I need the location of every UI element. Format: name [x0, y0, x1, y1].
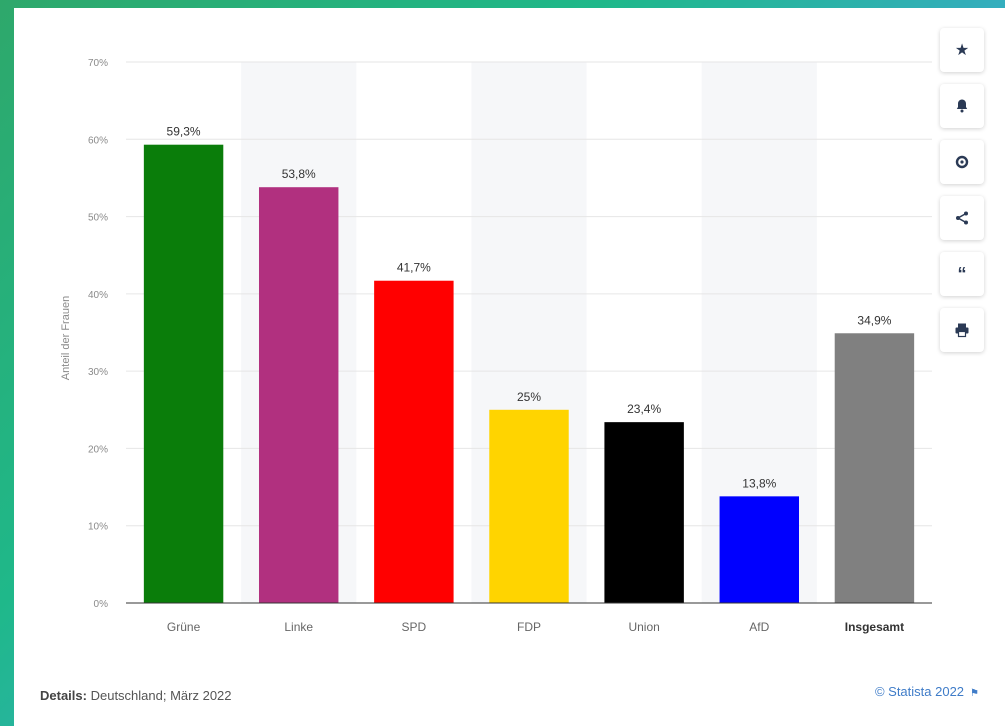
x-tick-label: FDP	[517, 620, 541, 634]
bar	[834, 333, 915, 603]
y-tick-label: 40%	[88, 290, 108, 301]
share-icon	[956, 211, 968, 225]
star-icon: ★	[954, 42, 970, 59]
y-tick-label: 60%	[88, 135, 108, 146]
data-label: 25%	[517, 390, 541, 404]
bar	[258, 187, 339, 603]
bar	[374, 280, 454, 603]
details-label: Details:	[40, 688, 87, 703]
flag-icon: ⚑	[970, 688, 979, 699]
x-tick-label: Linke	[284, 620, 313, 634]
chart-card: 0% 10% 20% 30% 40% 50% 60% 70% 59,3% Grüne 53,8% Li…	[14, 8, 1005, 726]
y-tick-label: 0%	[94, 599, 109, 610]
data-label: 59,3%	[167, 125, 201, 139]
quote-icon: “	[957, 263, 967, 284]
data-label: 23,4%	[627, 402, 661, 416]
side-toolbar: ★ “	[940, 28, 984, 352]
data-label: 13,8%	[742, 476, 776, 490]
x-tick-label: Union	[628, 620, 659, 634]
data-label: 41,7%	[397, 261, 431, 275]
bell-icon	[956, 99, 968, 113]
notification-button[interactable]	[940, 84, 984, 128]
y-tick-label: 20%	[88, 444, 108, 455]
y-tick-label: 10%	[88, 522, 108, 533]
x-tick-label: AfD	[749, 620, 769, 634]
bar	[719, 496, 800, 603]
print-button[interactable]	[940, 308, 984, 352]
data-label: 34,9%	[857, 313, 891, 327]
details-text: Deutschland; März 2022	[90, 688, 232, 703]
print-icon	[955, 323, 969, 338]
y-tick-label: 30%	[88, 367, 108, 378]
cite-button[interactable]: “	[940, 252, 984, 296]
details-note: Details: Deutschland; März 2022	[40, 688, 232, 703]
x-tick-label: SPD	[402, 620, 427, 634]
bar-chart: 0% 10% 20% 30% 40% 50% 60% 70% 59,3% Grüne 53,8% Li…	[88, 58, 932, 634]
copyright-text: © Statista 2022	[874, 684, 965, 699]
data-label: 53,8%	[282, 167, 316, 181]
y-axis-title: Anteil der Frauen	[60, 295, 72, 381]
bar	[489, 409, 569, 603]
favorite-button[interactable]: ★	[940, 28, 984, 72]
bar	[143, 144, 224, 603]
statista-copyright-link[interactable]: © Statista 2022 ⚑	[875, 684, 979, 699]
gear-icon	[955, 155, 969, 169]
share-button[interactable]	[940, 196, 984, 240]
y-tick-label: 70%	[88, 58, 108, 69]
settings-button[interactable]	[940, 140, 984, 184]
bar	[604, 422, 684, 603]
y-tick-label: 50%	[88, 213, 108, 224]
x-tick-label: Insgesamt	[845, 620, 904, 634]
x-tick-label: Grüne	[167, 620, 201, 634]
